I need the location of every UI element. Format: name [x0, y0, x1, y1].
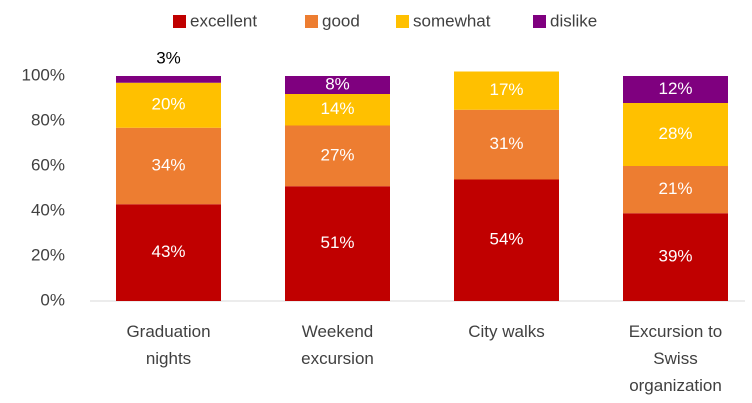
bar-segment	[623, 76, 728, 103]
data-label: 31%	[489, 134, 523, 153]
legend-swatch	[173, 15, 186, 28]
bar-segment	[116, 76, 221, 83]
legend-label: good	[322, 11, 360, 30]
bar-segment	[285, 94, 390, 126]
y-tick-label: 100%	[22, 65, 65, 84]
data-label: 3%	[156, 48, 181, 67]
bar-segment	[454, 71, 559, 110]
x-tick-label: Weekend excursion	[301, 322, 374, 368]
legend-swatch	[305, 15, 318, 28]
bar-segment	[623, 166, 728, 214]
data-label: 28%	[658, 124, 692, 143]
legend-swatch	[396, 15, 409, 28]
data-label: 21%	[658, 179, 692, 198]
y-tick-label: 60%	[31, 155, 65, 174]
bar-segment	[285, 186, 390, 301]
bar-segment	[454, 179, 559, 301]
bar-segment	[116, 127, 221, 205]
data-label: 17%	[489, 80, 523, 99]
y-tick-label: 80%	[31, 110, 65, 129]
legend-swatch	[533, 15, 546, 28]
y-tick-label: 0%	[40, 290, 65, 309]
bar-segment	[116, 82, 221, 128]
legend-label: excellent	[190, 11, 257, 30]
data-label: 51%	[320, 233, 354, 252]
bar-segment	[454, 109, 559, 180]
bar-segment	[623, 103, 728, 166]
data-label: 14%	[320, 99, 354, 118]
bar-segment	[285, 125, 390, 187]
data-label: 12%	[658, 79, 692, 98]
y-tick-label: 40%	[31, 200, 65, 219]
legend-label: somewhat	[413, 11, 491, 30]
data-label: 39%	[658, 247, 692, 266]
legend-label: dislike	[550, 11, 597, 30]
x-tick-label: Graduation nights	[126, 322, 211, 368]
bar-segment	[623, 213, 728, 301]
data-label: 54%	[489, 230, 523, 249]
x-tick-label: City walks	[468, 322, 545, 341]
x-tick-label: Excursion to Swiss organization	[628, 322, 723, 395]
data-label: 27%	[320, 145, 354, 164]
data-label: 43%	[151, 242, 185, 261]
y-tick-label: 20%	[31, 245, 65, 264]
data-label: 34%	[151, 155, 185, 174]
bar-segment	[116, 204, 221, 301]
bar-segment	[285, 76, 390, 94]
data-label: 8%	[325, 74, 350, 93]
data-label: 20%	[151, 95, 185, 114]
